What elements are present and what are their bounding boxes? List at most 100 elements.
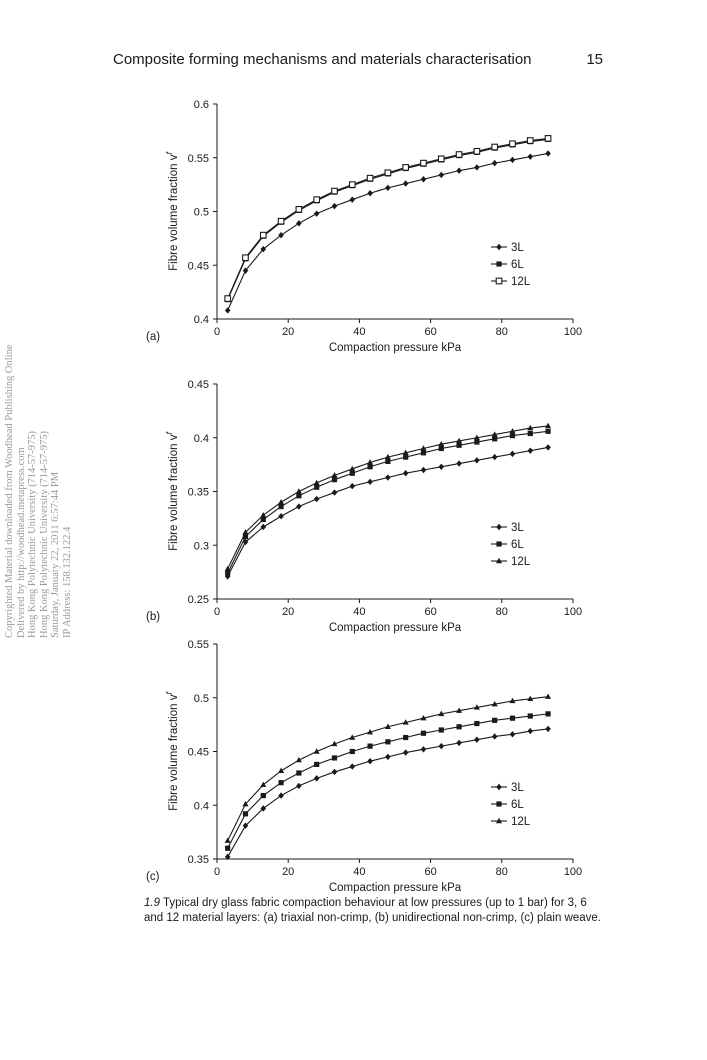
data-point-marker <box>474 720 480 727</box>
data-point-marker <box>242 811 249 817</box>
data-point-marker <box>349 482 356 490</box>
data-point-marker <box>402 470 409 477</box>
data-point-marker <box>348 181 356 188</box>
series-line <box>227 696 549 841</box>
watermark-line: Hong Kong Polytechnic University (714-57… <box>38 430 50 638</box>
data-point-marker <box>384 723 391 729</box>
data-point-marker <box>491 143 499 151</box>
data-point-marker <box>492 717 498 723</box>
data-point-marker <box>295 206 303 213</box>
data-point-marker <box>455 151 463 158</box>
data-point-marker <box>473 147 481 155</box>
data-point-marker <box>331 202 338 210</box>
panel-label: (a) <box>146 331 160 343</box>
y-axis-label: Fibre volume fraction vf <box>164 691 180 811</box>
data-point-marker <box>456 707 463 713</box>
legend-label: 6L <box>511 799 524 811</box>
x-tick-label: 0 <box>214 326 220 338</box>
legend-label: 3L <box>511 522 524 534</box>
data-point-marker <box>474 164 480 171</box>
x-tick-label: 20 <box>282 606 294 618</box>
copyright-watermark: Copyrighted Material downloaded from Woo… <box>4 330 104 640</box>
series-6L <box>225 711 551 851</box>
data-point-marker <box>420 159 427 167</box>
data-point-marker <box>545 693 552 699</box>
data-point-marker <box>527 424 534 431</box>
data-point-marker <box>496 817 502 824</box>
x-tick-label: 40 <box>353 326 365 338</box>
chart-svg: 0.4 0.45 0.5 0.55 0.6 0 20 40 60 80 100 Compaction … <box>146 99 582 354</box>
data-point-marker <box>496 801 502 807</box>
data-point-marker <box>278 499 285 505</box>
data-point-marker <box>367 757 373 765</box>
data-point-marker <box>384 169 392 177</box>
data-point-marker <box>367 190 373 197</box>
series-12L <box>224 422 552 572</box>
y-tick-label: 0.45 <box>188 379 209 391</box>
chart-legend: 3L 6L 12L <box>491 782 531 828</box>
data-point-marker <box>331 755 338 761</box>
data-point-marker <box>474 736 480 743</box>
page-header: Composite forming mechanisms and materia… <box>113 51 603 68</box>
figure-caption: 1.9 Typical dry glass fabric compaction … <box>144 896 604 925</box>
x-tick-label: 40 <box>353 606 365 618</box>
data-point-marker <box>313 748 320 754</box>
data-point-marker <box>495 277 503 285</box>
data-point-marker <box>496 243 502 251</box>
y-tick-label: 0.4 <box>194 314 209 326</box>
data-point-marker <box>527 695 534 702</box>
data-point-marker <box>385 184 391 192</box>
x-axis-label: Compaction pressure kPa <box>329 342 462 354</box>
legend-label: 12L <box>511 276 531 288</box>
data-point-marker <box>278 231 284 239</box>
data-point-marker <box>278 767 285 774</box>
y-tick-label: 0.35 <box>188 854 209 866</box>
data-point-marker <box>420 466 427 474</box>
data-point-marker <box>491 431 498 437</box>
data-point-marker <box>496 557 502 564</box>
x-tick-label: 20 <box>282 866 294 878</box>
data-point-marker <box>491 701 498 707</box>
data-point-marker <box>491 733 498 740</box>
figure-number: 1.9 <box>144 897 160 909</box>
data-point-marker <box>295 488 302 494</box>
data-point-marker <box>527 727 534 735</box>
data-point-marker <box>367 459 374 465</box>
y-tick-label: 0.6 <box>194 99 209 111</box>
data-point-marker <box>438 441 445 447</box>
data-point-marker <box>314 484 320 490</box>
data-point-marker <box>331 477 338 483</box>
data-point-marker <box>296 493 302 499</box>
data-point-marker <box>385 458 391 464</box>
data-point-marker <box>260 792 266 799</box>
data-point-marker <box>496 541 502 547</box>
data-point-marker <box>278 513 284 520</box>
data-point-marker <box>349 470 355 476</box>
data-point-marker <box>242 529 249 535</box>
data-point-marker <box>545 444 551 451</box>
series-line <box>227 446 549 577</box>
y-tick-label: 0.45 <box>188 747 209 759</box>
data-point-marker <box>545 428 551 434</box>
data-point-marker <box>349 196 356 203</box>
x-tick-label: 80 <box>496 326 508 338</box>
data-point-marker <box>438 710 445 717</box>
data-point-marker <box>296 782 302 790</box>
data-point-marker <box>349 748 355 755</box>
data-point-marker <box>509 433 516 439</box>
x-tick-label: 80 <box>496 606 508 618</box>
data-point-marker <box>420 450 427 456</box>
y-tick-label: 0.4 <box>194 433 209 445</box>
data-point-marker <box>277 217 285 225</box>
data-point-marker <box>438 171 445 179</box>
data-point-marker <box>260 781 267 788</box>
data-point-marker <box>331 768 338 776</box>
data-point-marker <box>473 434 480 440</box>
page-number: 15 <box>586 51 603 68</box>
data-point-marker <box>527 447 534 454</box>
data-point-marker <box>545 150 551 157</box>
data-point-marker <box>544 135 552 142</box>
legend-label: 3L <box>511 242 524 254</box>
data-point-marker <box>496 783 502 791</box>
legend-label: 3L <box>511 782 524 794</box>
